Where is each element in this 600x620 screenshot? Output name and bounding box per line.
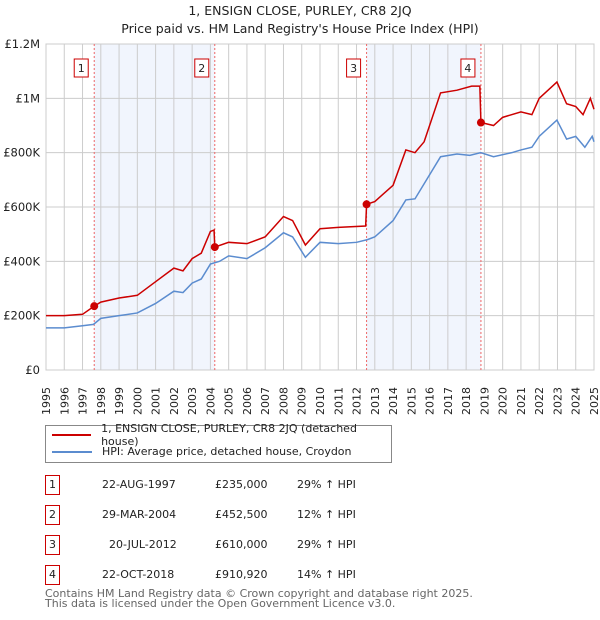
plot-frame [45,43,595,371]
y-tick-label: £1M [15,91,40,105]
sale-label-box [460,58,476,78]
sale-row: 1 22-AUG-1997 £235,000 29% ↑ HPI [45,475,445,495]
x-tick-label: 2001 [150,387,163,415]
x-tick-label: 2022 [533,387,546,415]
sale-label-number: 3 [350,62,357,75]
legend-label-property: 1, ENSIGN CLOSE, PURLEY, CR8 2JQ (detach… [101,421,357,448]
chart-title: 1, ENSIGN CLOSE, PURLEY, CR8 2JQ Price p… [0,2,600,38]
y-tick-label: £400K [3,254,40,268]
sale-date: 29-MAR-2004 [102,508,177,521]
y-tick-label: £600K [3,200,40,214]
sale-point [210,243,219,252]
legend: 1, ENSIGN CLOSE, PURLEY, CR8 2JQ (detach… [45,421,392,463]
x-tick-label: 1998 [95,387,108,415]
x-tick-label: 2002 [168,387,181,415]
x-tick-label: 2020 [497,387,510,415]
sale-hpi-diff: 29% ↑ HPI [297,478,356,491]
sale-number: 4 [45,565,60,585]
footer-line1: Contains HM Land Registry data © Crown c… [45,587,473,600]
legend-swatch-hpi [52,450,92,453]
x-tick-label: 2015 [405,387,418,415]
x-tick-label: 2019 [478,387,491,415]
x-tick-label: 2012 [351,387,364,415]
x-tick-label: 2013 [369,387,382,415]
x-tick-label: 2017 [442,387,455,415]
sale-label-box [73,58,89,78]
x-tick-label: 2009 [296,387,309,415]
y-tick-label: £800K [3,146,40,160]
x-tick-label: 2014 [387,387,400,415]
sale-row: 3 20-JUL-2012 £610,000 29% ↑ HPI [45,535,445,555]
sale-price: £610,000 [215,538,268,551]
sale-label-box [346,58,362,78]
x-tick-label: 2025 [588,387,600,415]
sale-number: 2 [45,505,60,525]
x-tick-label: 2004 [204,387,217,415]
x-tick-label: 2005 [223,387,236,415]
x-tick-label: 2007 [259,387,272,415]
x-tick-label: 2011 [332,387,345,415]
x-tick-label: 2006 [241,387,254,415]
hpi-line [46,118,595,329]
x-tick-label: 2008 [277,387,290,415]
sale-row: 2 29-MAR-2004 £452,500 12% ↑ HPI [45,505,445,525]
title-line: 1, ENSIGN CLOSE, PURLEY, CR8 2JQ [188,3,412,18]
y-tick-label: £1.2M [4,37,40,51]
sale-label-box [194,58,210,78]
sale-date: 22-AUG-1997 [102,478,176,491]
x-tick-label: 1996 [58,387,71,415]
legend-swatch-property [52,433,92,436]
legend-label-hpi: HPI: Average price, detached house, Croy… [102,445,352,458]
sale-hpi-diff: 29% ↑ HPI [297,538,356,551]
sale-hpi-diff: 14% ↑ HPI [297,568,356,581]
x-tick-label: 1997 [77,387,90,415]
sale-point [90,302,99,311]
sale-label-number: 2 [198,62,205,75]
sale-row: 4 22-OCT-2018 £910,920 14% ↑ HPI [45,565,445,585]
y-tick-label: £0 [25,363,40,377]
sale-number: 3 [45,535,60,555]
price-chart: 1995 1996 1997 1998 1999 2000 2001 2002 2003 2004… [3,37,600,415]
x-tick-label: 2021 [515,387,528,415]
y-tick-label: £200K [3,309,40,323]
sale-date: 22-OCT-2018 [102,568,175,581]
footer: Contains HM Land Registry data © Crown c… [45,587,473,610]
x-tick-label: 2016 [424,387,437,415]
subtitle-line: Price paid vs. HM Land Registry's House … [121,21,479,36]
x-tick-label: 1999 [113,387,126,415]
sale-price: £235,000 [215,478,268,491]
x-tick-label: 2024 [570,387,583,415]
sale-label-number: 4 [464,62,471,75]
x-tick-label: 1995 [40,387,53,415]
property-price-line [46,80,595,317]
sale-price: £452,500 [215,508,268,521]
x-tick-label: 2018 [460,387,473,415]
x-tick-label: 2010 [314,387,327,415]
x-tick-label: 2023 [551,387,564,415]
footer-line2: This data is licensed under the Open Gov… [45,597,396,610]
sale-point [362,200,371,209]
sale-hpi-diff: 12% ↑ HPI [297,508,356,521]
sale-price: £910,920 [215,568,268,581]
sale-label-number: 1 [78,62,85,75]
sale-number: 1 [45,475,60,495]
x-tick-label: 2003 [186,387,199,415]
x-tick-label: 2000 [131,387,144,415]
sale-point [476,118,485,127]
sale-date: 20-JUL-2012 [109,538,177,551]
